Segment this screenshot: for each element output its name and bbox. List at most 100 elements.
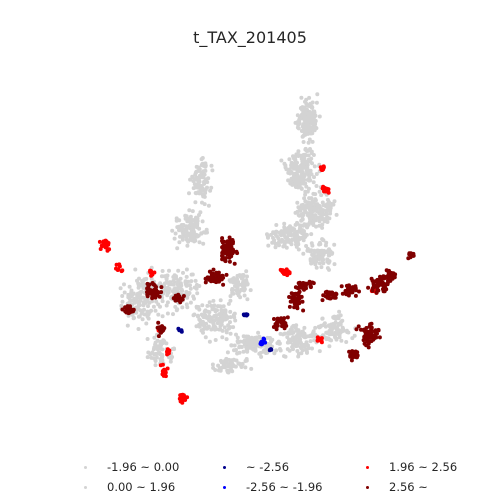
- map-point: [188, 235, 193, 240]
- map-point: [351, 353, 356, 357]
- map-point: [315, 92, 320, 97]
- map-point: [213, 338, 218, 342]
- map-point: [193, 200, 198, 205]
- map-point: [224, 337, 229, 342]
- map-point: [138, 308, 143, 313]
- map-point: [158, 358, 163, 363]
- map-point: [184, 214, 189, 219]
- map-point: [286, 178, 291, 183]
- map-point: [301, 251, 306, 256]
- map-point: [295, 200, 300, 205]
- map-point: [249, 366, 254, 371]
- map-point: [304, 107, 309, 112]
- map-point: [203, 230, 208, 235]
- map-point: [171, 312, 175, 317]
- map-point: [287, 295, 292, 299]
- map-point: [362, 341, 367, 346]
- map-point: [173, 231, 178, 236]
- map-point: [291, 347, 295, 352]
- map-point: [161, 369, 165, 373]
- map-point: [297, 237, 302, 242]
- map-point: [145, 355, 150, 360]
- map-point: [122, 282, 126, 287]
- map-point: [185, 295, 190, 300]
- map-point: [174, 218, 179, 223]
- map-point: [291, 292, 296, 297]
- map-point: [228, 363, 233, 368]
- map-point: [183, 228, 188, 233]
- map-point: [350, 285, 355, 290]
- map-point: [337, 332, 342, 337]
- map-point: [190, 174, 195, 179]
- map-point: [159, 285, 164, 290]
- map-point: [154, 299, 159, 304]
- map-point: [190, 209, 195, 214]
- map-point: [241, 273, 246, 278]
- map-point: [319, 340, 324, 345]
- map-point: [365, 329, 370, 334]
- map-point: [273, 245, 278, 250]
- map-point: [236, 282, 241, 287]
- map-point: [333, 331, 338, 336]
- map-point: [288, 224, 292, 229]
- map-point: [245, 274, 249, 279]
- map-point: [232, 261, 237, 266]
- map-point: [201, 241, 206, 246]
- map-point: [306, 153, 311, 158]
- map-point: [203, 280, 208, 285]
- map-point: [285, 239, 290, 244]
- map-point: [180, 397, 185, 402]
- map-point: [188, 286, 193, 291]
- map-point: [353, 293, 358, 298]
- map-point: [297, 183, 302, 188]
- map-point: [311, 153, 316, 157]
- map-point: [295, 304, 300, 309]
- map-point: [368, 335, 373, 340]
- map-point: [273, 241, 278, 246]
- map-point: [317, 261, 322, 266]
- map-point: [308, 205, 313, 210]
- map-point: [155, 293, 160, 298]
- map-point: [295, 113, 300, 118]
- map-point: [184, 274, 189, 279]
- map-point: [274, 223, 279, 227]
- map-point: [310, 199, 315, 204]
- map-point: [305, 225, 310, 230]
- map-point: [157, 352, 162, 357]
- map-point: [296, 153, 301, 157]
- map-point: [197, 167, 202, 172]
- map-point: [279, 229, 284, 234]
- map-point: [301, 140, 306, 144]
- map-point: [210, 307, 215, 312]
- map-point: [120, 294, 125, 298]
- map-point: [296, 290, 301, 295]
- legend-item: -1.96 ~ 0.00: [84, 460, 179, 474]
- map-point: [290, 296, 295, 300]
- map-point: [284, 323, 289, 328]
- map-point: [325, 249, 330, 254]
- legend-marker: [366, 465, 369, 469]
- map-point: [145, 312, 150, 317]
- map-point: [212, 314, 217, 319]
- map-point: [312, 175, 316, 180]
- legend-item: 2.56 ~: [366, 480, 428, 494]
- map-point: [180, 223, 185, 228]
- map-point: [293, 285, 298, 290]
- map-point: [303, 234, 308, 239]
- map-point: [211, 267, 216, 272]
- map-point: [146, 316, 151, 321]
- map-point: [180, 236, 185, 241]
- map-point: [291, 171, 296, 176]
- map-point: [304, 126, 309, 130]
- map-point: [235, 335, 240, 340]
- map-point: [376, 327, 381, 332]
- map-point: [303, 147, 308, 152]
- map-point: [219, 365, 224, 370]
- map-point: [259, 354, 264, 359]
- map-point: [156, 320, 161, 325]
- map-point: [370, 278, 375, 283]
- map-point: [224, 272, 229, 277]
- map-point: [170, 228, 175, 233]
- map-point: [153, 359, 158, 363]
- map-point: [332, 292, 337, 297]
